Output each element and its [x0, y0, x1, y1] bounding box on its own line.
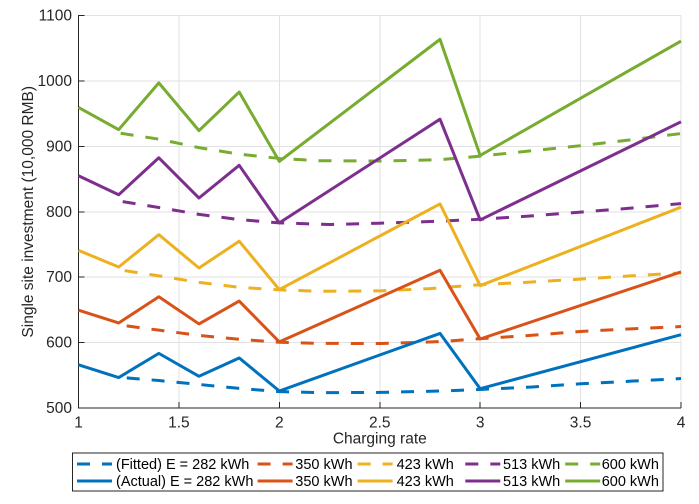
svg-text:700: 700: [46, 269, 72, 286]
svg-text:600 kWh: 600 kWh: [602, 474, 659, 490]
svg-text:Charging rate: Charging rate: [333, 430, 427, 447]
svg-text:(Actual) E = 282 kWh: (Actual) E = 282 kWh: [116, 474, 253, 490]
svg-text:Single site investment (10,000: Single site investment (10,000 RMB): [20, 86, 37, 338]
svg-text:4: 4: [677, 414, 686, 431]
svg-text:(Fitted) E = 282 kWh: (Fitted) E = 282 kWh: [116, 457, 249, 473]
svg-text:1: 1: [74, 414, 83, 431]
svg-text:900: 900: [46, 138, 72, 155]
svg-text:1100: 1100: [39, 8, 73, 25]
svg-text:2: 2: [275, 414, 284, 431]
svg-text:513 kWh: 513 kWh: [503, 457, 560, 473]
svg-text:3: 3: [476, 414, 485, 431]
svg-text:350 kWh: 350 kWh: [295, 457, 352, 473]
svg-text:513 kWh: 513 kWh: [503, 474, 560, 490]
svg-text:3.5: 3.5: [570, 414, 592, 431]
svg-text:600 kWh: 600 kWh: [602, 457, 659, 473]
svg-text:800: 800: [46, 204, 72, 221]
svg-text:1.5: 1.5: [168, 414, 190, 431]
svg-text:423 kWh: 423 kWh: [397, 474, 454, 490]
svg-text:423 kWh: 423 kWh: [397, 457, 454, 473]
svg-text:2.5: 2.5: [369, 414, 391, 431]
svg-text:350 kWh: 350 kWh: [295, 474, 352, 490]
svg-text:500: 500: [46, 400, 72, 417]
svg-text:600: 600: [46, 335, 72, 352]
svg-text:1000: 1000: [38, 73, 73, 90]
